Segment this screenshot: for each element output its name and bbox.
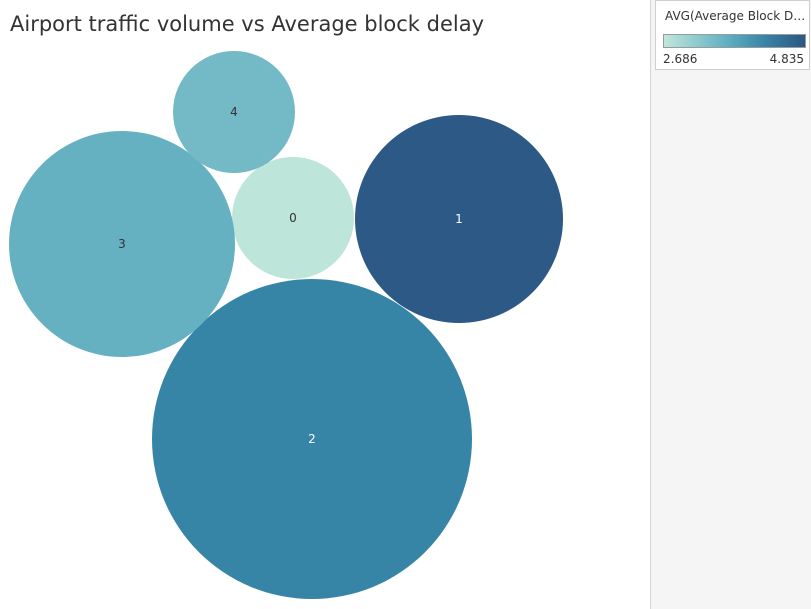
bubble-label-0: 0 xyxy=(289,211,297,225)
bubble-3[interactable]: 3 xyxy=(9,131,235,357)
bubble-circle-0[interactable] xyxy=(232,157,354,279)
bubble-circle-2[interactable] xyxy=(152,279,472,599)
color-legend: AVG(Average Block Del... 2.686 4.835 xyxy=(655,0,810,70)
legend-title[interactable]: AVG(Average Block Del... xyxy=(665,9,807,23)
legend-min-label: 2.686 xyxy=(663,52,698,66)
bubble-2[interactable]: 2 xyxy=(152,279,472,599)
bubble-label-2: 2 xyxy=(308,432,316,446)
legend-max-label: 4.835 xyxy=(769,52,804,66)
bubble-0[interactable]: 0 xyxy=(232,157,354,279)
bubble-circle-4[interactable] xyxy=(173,51,295,173)
bubble-4[interactable]: 4 xyxy=(173,51,295,173)
side-panel: AVG(Average Block Del... 2.686 4.835 xyxy=(650,0,811,609)
legend-color-ramp xyxy=(663,34,806,48)
bubble-circle-3[interactable] xyxy=(9,131,235,357)
bubble-label-1: 1 xyxy=(455,212,463,226)
bubble-1[interactable]: 1 xyxy=(355,115,563,323)
bubble-label-4: 4 xyxy=(230,105,238,119)
bubble-label-3: 3 xyxy=(118,237,126,251)
bubble-circle-1[interactable] xyxy=(355,115,563,323)
chart-area: Airport traffic volume vs Average block … xyxy=(9,12,563,599)
chart-title: Airport traffic volume vs Average block … xyxy=(10,12,485,36)
bubble-chart: 0 1 2 3 4 xyxy=(9,51,563,599)
